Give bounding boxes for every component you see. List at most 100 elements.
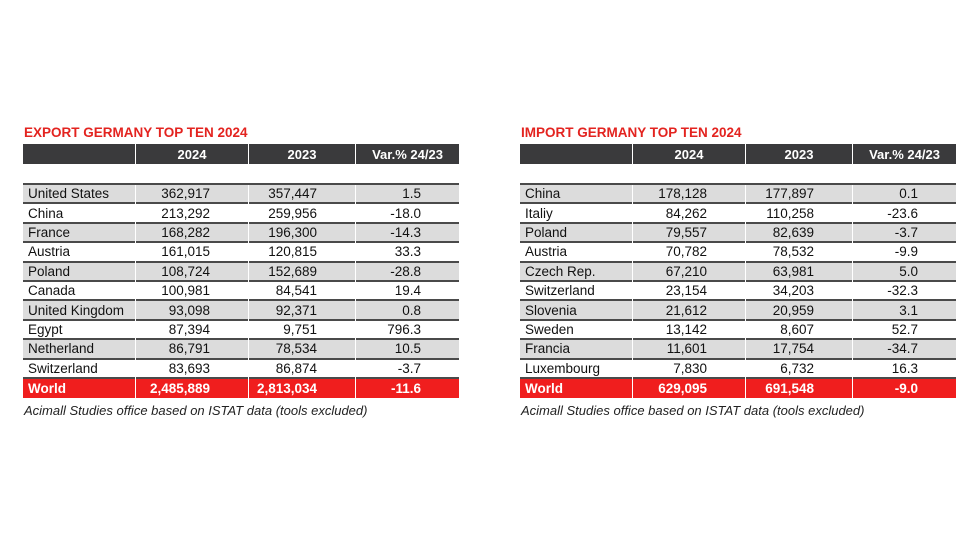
value-2023-cell: 120,815 [249,243,355,263]
table-row: Austria 70,782 78,532 -9.9 [520,243,956,263]
table-row: Poland 79,557 82,639 -3.7 [520,223,956,244]
table-row: Luxembourg 7,830 6,732 16.3 [520,359,956,379]
header-2024: 2024 [633,144,745,164]
country-cell: Poland [520,223,632,244]
value-2024-cell: 67,210 [633,262,745,282]
value-2024-cell: 23,154 [633,281,745,302]
header-2024: 2024 [136,144,248,164]
table-row: Poland 108,724 152,689 -28.8 [23,262,459,282]
country-cell: Egypt [23,320,135,341]
variation-cell: -14.3 [356,223,459,244]
table-row: China 178,128 177,897 0.1 [520,185,956,205]
country-cell: Slovenia [520,301,632,321]
variation-cell: -3.7 [356,359,459,379]
value-2023-cell: 691,548 [746,378,852,398]
value-2024-cell: 2,485,889 [136,378,248,398]
import-panel: IMPORT GERMANY TOP TEN 2024 2024 2023 Va… [520,124,957,418]
country-cell: Switzerland [23,359,135,379]
value-2024-cell: 93,098 [136,301,248,321]
value-2024-cell: 86,791 [136,340,248,360]
value-2023-cell: 2,813,034 [249,378,355,398]
value-2024-cell: 178,128 [633,185,745,205]
table-row: Sweden 13,142 8,607 52.7 [520,320,956,341]
variation-cell: -28.8 [356,262,459,282]
header-row: 2024 2023 Var.% 24/23 [23,144,459,164]
variation-cell: 1.5 [356,185,459,205]
spacer-row [520,164,956,185]
variation-cell: -9.9 [853,243,956,263]
table-row: Canada 100,981 84,541 19.4 [23,281,459,302]
table-row: United States 362,917 357,447 1.5 [23,185,459,205]
total-row: World 2,485,889 2,813,034 -11.6 [23,378,459,398]
variation-cell: 19.4 [356,281,459,302]
variation-cell: 33.3 [356,243,459,263]
value-2023-cell: 82,639 [746,223,852,244]
value-2023-cell: 357,447 [249,185,355,205]
table-row: Italiy 84,262 110,258 -23.6 [520,204,956,224]
value-2023-cell: 259,956 [249,204,355,224]
country-cell: Austria [520,243,632,263]
value-2024-cell: 21,612 [633,301,745,321]
variation-cell: 10.5 [356,340,459,360]
value-2023-cell: 196,300 [249,223,355,244]
country-cell: Switzerland [520,281,632,302]
export-panel: EXPORT GERMANY TOP TEN 2024 2024 2023 Va… [23,124,460,418]
value-2024-cell: 629,095 [633,378,745,398]
table-row: Netherland 86,791 78,534 10.5 [23,340,459,360]
table-row: Francia 11,601 17,754 -34.7 [520,340,956,360]
import-caption: Acimall Studies office based on ISTAT da… [521,402,865,418]
table-row: Switzerland 23,154 34,203 -32.3 [520,281,956,302]
country-cell: Sweden [520,320,632,341]
import-table: 2024 2023 Var.% 24/23 China 178,128 177,89… [519,144,957,398]
table-row: Switzerland 83,693 86,874 -3.7 [23,359,459,379]
export-caption: Acimall Studies office based on ISTAT da… [24,402,368,418]
spacer-row [23,164,459,185]
country-cell: Austria [23,243,135,263]
value-2023-cell: 8,607 [746,320,852,341]
value-2023-cell: 84,541 [249,281,355,302]
value-2023-cell: 9,751 [249,320,355,341]
variation-cell: -23.6 [853,204,956,224]
value-2024-cell: 108,724 [136,262,248,282]
value-2024-cell: 168,282 [136,223,248,244]
value-2024-cell: 11,601 [633,340,745,360]
country-cell: United States [23,185,135,205]
variation-cell: 5.0 [853,262,956,282]
table-row: France 168,282 196,300 -14.3 [23,223,459,244]
value-2024-cell: 13,142 [633,320,745,341]
value-2024-cell: 213,292 [136,204,248,224]
value-2023-cell: 6,732 [746,359,852,379]
header-row: 2024 2023 Var.% 24/23 [520,144,956,164]
country-cell: France [23,223,135,244]
header-variation: Var.% 24/23 [853,144,956,164]
variation-cell: -18.0 [356,204,459,224]
variation-cell: 796.3 [356,320,459,341]
country-cell: World [23,378,135,398]
variation-cell: -3.7 [853,223,956,244]
value-2024-cell: 161,015 [136,243,248,263]
variation-cell: 52.7 [853,320,956,341]
header-2023: 2023 [249,144,355,164]
value-2023-cell: 177,897 [746,185,852,205]
header-2023: 2023 [746,144,852,164]
variation-cell: 0.8 [356,301,459,321]
variation-cell: -11.6 [356,378,459,398]
value-2023-cell: 92,371 [249,301,355,321]
value-2023-cell: 17,754 [746,340,852,360]
country-cell: World [520,378,632,398]
spacer-cell [23,164,459,185]
value-2023-cell: 63,981 [746,262,852,282]
country-cell: China [23,204,135,224]
country-cell: China [520,185,632,205]
table-row: China 213,292 259,956 -18.0 [23,204,459,224]
table-row: Egypt 87,394 9,751 796.3 [23,320,459,341]
country-cell: Czech Rep. [520,262,632,282]
variation-cell: 16.3 [853,359,956,379]
variation-cell: -32.3 [853,281,956,302]
value-2024-cell: 362,917 [136,185,248,205]
country-cell: United Kingdom [23,301,135,321]
country-cell: Luxembourg [520,359,632,379]
value-2023-cell: 78,534 [249,340,355,360]
value-2024-cell: 70,782 [633,243,745,263]
value-2023-cell: 86,874 [249,359,355,379]
